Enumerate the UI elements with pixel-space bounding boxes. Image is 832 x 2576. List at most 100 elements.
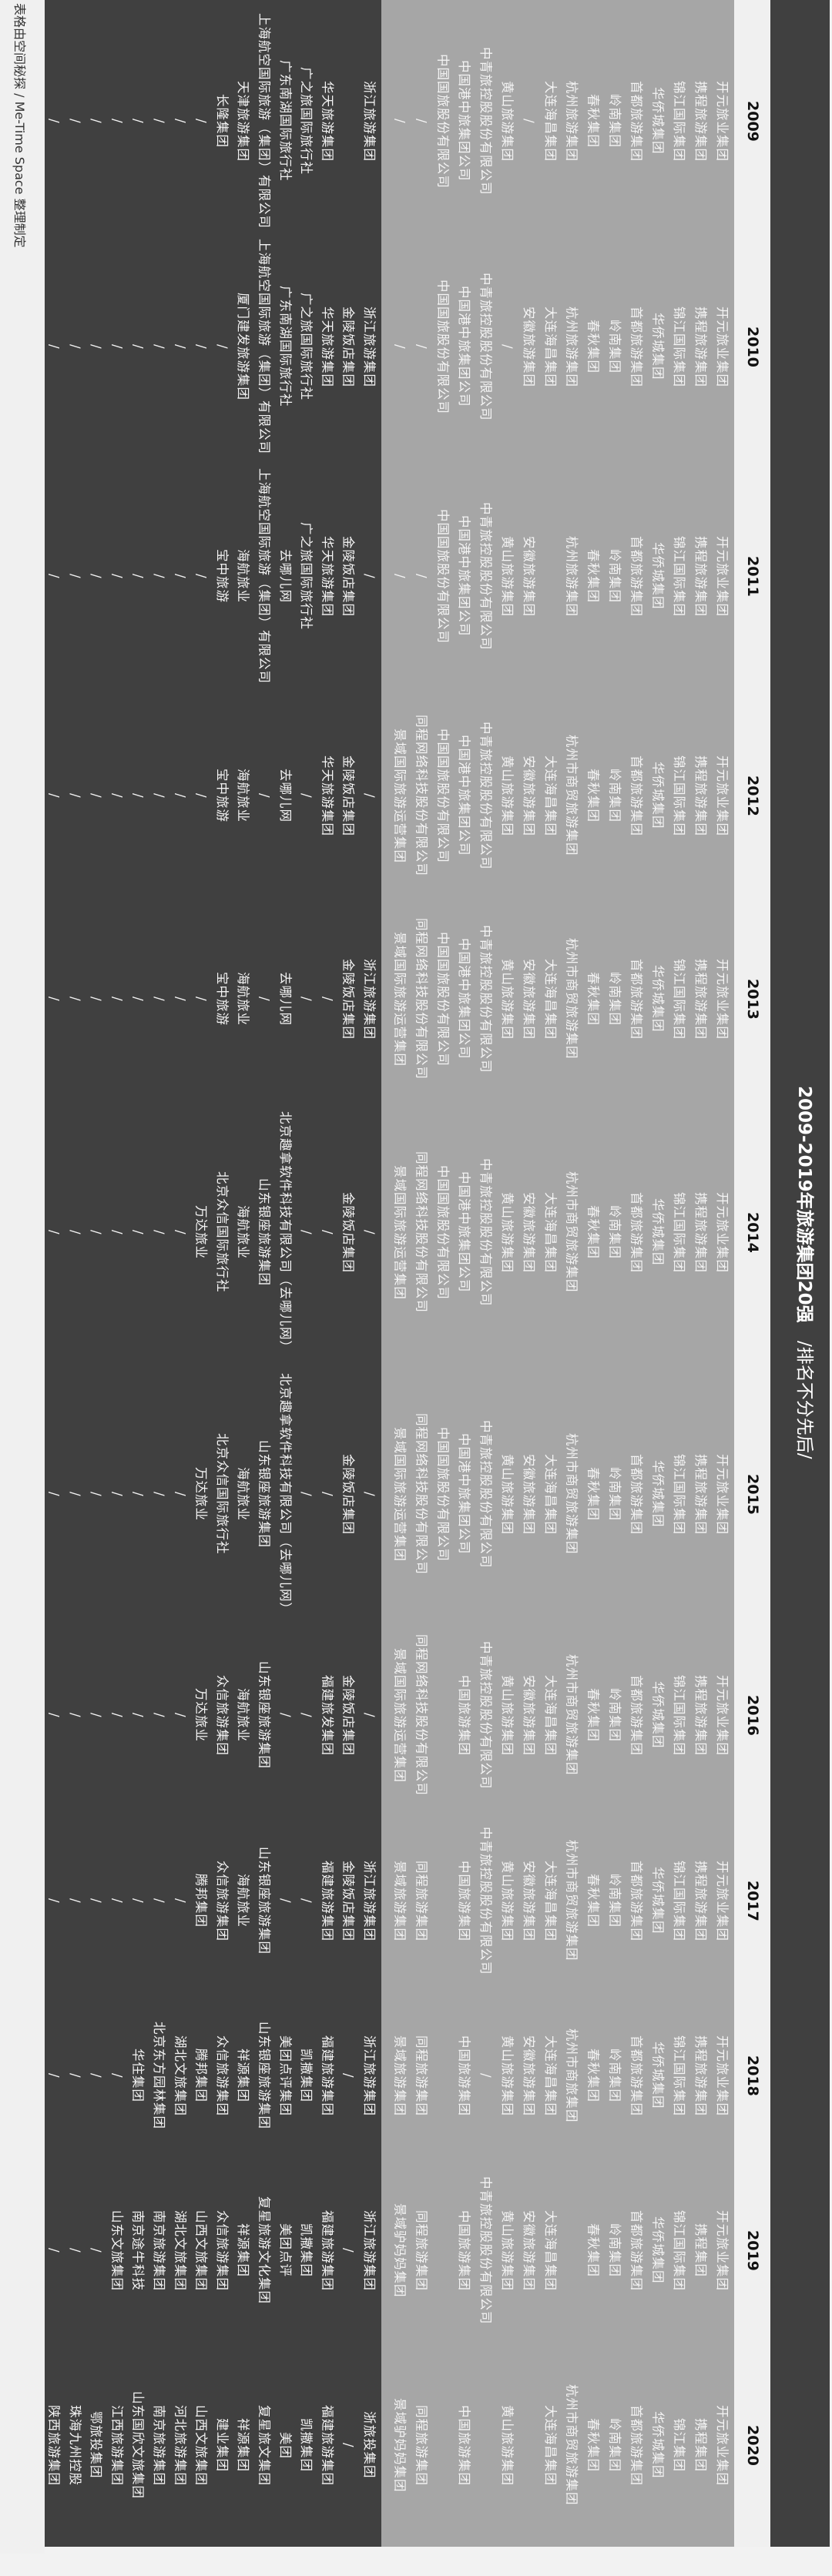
company-cell: 华住集团	[130, 2048, 146, 2102]
company-cell: 安徽旅游集团	[521, 306, 536, 387]
company-cell: 华侨城集团	[650, 87, 666, 155]
empty-slot-cell: /	[277, 1713, 293, 1717]
empty-slot-cell: /	[89, 793, 104, 798]
company-cell: 杭州市商贸旅游集团	[564, 1433, 579, 1555]
company-cell: 山东银座旅游集团	[257, 1178, 272, 1286]
empty-slot-cell: /	[109, 1898, 125, 1903]
empty-slot-cell: /	[173, 1230, 188, 1234]
company-cell: 北京趣拿软件科技有限公司（去哪儿网）	[277, 1372, 293, 1616]
year-label: 2020	[744, 2424, 761, 2466]
company-cell: 锦江国际集团	[672, 1191, 687, 1273]
company-cell: 首都旅游集团	[629, 958, 644, 1040]
empty-slot-cell: /	[67, 574, 82, 578]
company-cell: 大连海昌集团	[542, 755, 558, 836]
company-cell: 福建旅发集团	[320, 1674, 335, 1756]
company-cell: 大连海昌集团	[542, 958, 558, 1040]
company-cell: 锦江国际集团	[672, 755, 687, 836]
company-cell: 携程旅游集团	[693, 2035, 709, 2116]
empty-slot-cell: /	[392, 119, 408, 123]
company-cell: 杭州旅游集团	[564, 306, 579, 387]
footer-strip: 表格由空间秘探 / Me-Time Space 整理制定	[0, 0, 45, 2554]
empty-slot-cell: /	[173, 344, 188, 349]
company-cell: 春秋集团	[585, 972, 601, 1026]
company-cell: 天津旅游集团	[236, 80, 251, 162]
company-cell: 海航旅业	[236, 769, 251, 822]
company-cell: 金陵饭店集团	[341, 306, 356, 387]
company-cell: 景域国际旅游运营集团	[392, 728, 408, 863]
year-label: 2014	[744, 1211, 761, 1253]
company-cell: 首都旅游集团	[629, 1860, 644, 1941]
company-cell: 华侨城集团	[650, 2042, 666, 2109]
company-cell: 河北旅游集团	[173, 2404, 188, 2486]
company-cell: 华天旅游集团	[320, 80, 335, 162]
company-cell: 浙江旅游集团	[362, 306, 377, 387]
empty-slot-cell: /	[193, 793, 209, 798]
company-cell: 携程集团	[693, 2223, 709, 2277]
company-cell: 首都旅游集团	[629, 306, 644, 387]
company-cell: 华天旅游集团	[320, 535, 335, 617]
empty-slot-cell: /	[341, 2248, 356, 2253]
company-cell: 锦江国际集团	[672, 2035, 687, 2116]
empty-slot-cell: /	[152, 1492, 166, 1496]
year-label: 2017	[744, 1880, 761, 1921]
empty-slot-cell: /	[152, 1898, 166, 1903]
company-cell: 中国国旅股份有限公司	[435, 1426, 451, 1562]
empty-slot-cell: /	[392, 574, 408, 578]
year-label: 2010	[744, 326, 761, 367]
company-cell: 湖北文旅集团	[173, 2035, 188, 2116]
company-cell: 开元旅业集团	[715, 1860, 730, 1941]
company-cell: 中国旅游集团	[457, 1860, 472, 1941]
company-cell: 岭南集团	[607, 1467, 622, 1521]
company-cell: 景域国际旅游运营集团	[392, 931, 408, 1067]
company-cell: 中国港中旅集团公司	[457, 938, 472, 1060]
company-cell: 中国港中旅集团公司	[457, 1433, 472, 1555]
empty-slot-cell: /	[173, 119, 188, 123]
table-upper-band	[381, 0, 734, 2547]
company-cell: 华侨城集团	[650, 542, 666, 610]
empty-slot-cell: /	[152, 793, 166, 798]
company-cell: 中青旅控股股份有限公司	[478, 1419, 494, 1569]
company-cell: 岭南集团	[607, 1688, 622, 1742]
empty-slot-cell: /	[46, 2073, 62, 2078]
empty-slot-cell: /	[152, 119, 166, 123]
company-cell: 南京旅游集团	[152, 2209, 166, 2291]
company-cell: 众信旅游集团	[214, 1674, 230, 1756]
empty-slot-cell: /	[257, 997, 272, 1001]
company-cell: 春秋集团	[585, 2418, 601, 2472]
company-cell: 岭南集团	[607, 320, 622, 374]
empty-slot-cell: /	[130, 1230, 146, 1234]
company-cell: 中青旅控股股份有限公司	[478, 924, 494, 1074]
company-cell: 上海航空国际旅游（集团）有限公司	[257, 13, 272, 229]
company-cell: 祥源集团	[236, 2418, 251, 2472]
company-cell: 大连海昌集团	[542, 2035, 558, 2116]
empty-slot-cell: /	[320, 997, 335, 1001]
company-cell: 安徽旅游集团	[521, 535, 536, 617]
empty-slot-cell: /	[257, 793, 272, 798]
empty-slot-cell: /	[89, 119, 104, 123]
empty-slot-cell: /	[67, 997, 82, 1001]
company-cell: 中国港中旅集团公司	[457, 1171, 472, 1293]
company-cell: 上海航空国际旅游（集团）有限公司	[257, 468, 272, 684]
company-cell: 福建旅游集团	[320, 2404, 335, 2486]
company-cell: 南京途牛科技	[130, 2209, 146, 2291]
company-cell: 中青旅控股股份有限公司	[478, 46, 494, 196]
company-cell: 开元旅业集团	[715, 1674, 730, 1756]
company-cell: 华侨城集团	[650, 762, 666, 829]
company-cell: 携程旅游集团	[693, 755, 709, 836]
empty-slot-cell: /	[320, 1492, 335, 1496]
company-cell: 中国国旅股份有限公司	[435, 728, 451, 863]
company-cell: 春秋集团	[585, 1688, 601, 1742]
company-cell: 中青旅控股股份有限公司	[478, 2176, 494, 2325]
company-cell: 中国国旅股份有限公司	[435, 53, 451, 189]
company-cell: 首都旅游集团	[629, 2035, 644, 2116]
footer-credit: 表格由空间秘探 / Me-Time Space 整理制定	[12, 3, 27, 248]
empty-slot-cell: /	[521, 119, 536, 123]
empty-slot-cell: /	[130, 574, 146, 578]
empty-slot-cell: /	[193, 574, 209, 578]
company-cell: 海航旅业	[236, 1874, 251, 1928]
empty-slot-cell: /	[46, 997, 62, 1001]
company-cell: 黄山旅游集团	[500, 1453, 515, 1535]
empty-slot-cell: /	[46, 2248, 62, 2253]
company-cell: 山东文旅集团	[109, 2209, 125, 2291]
empty-slot-cell: /	[109, 1230, 125, 1234]
